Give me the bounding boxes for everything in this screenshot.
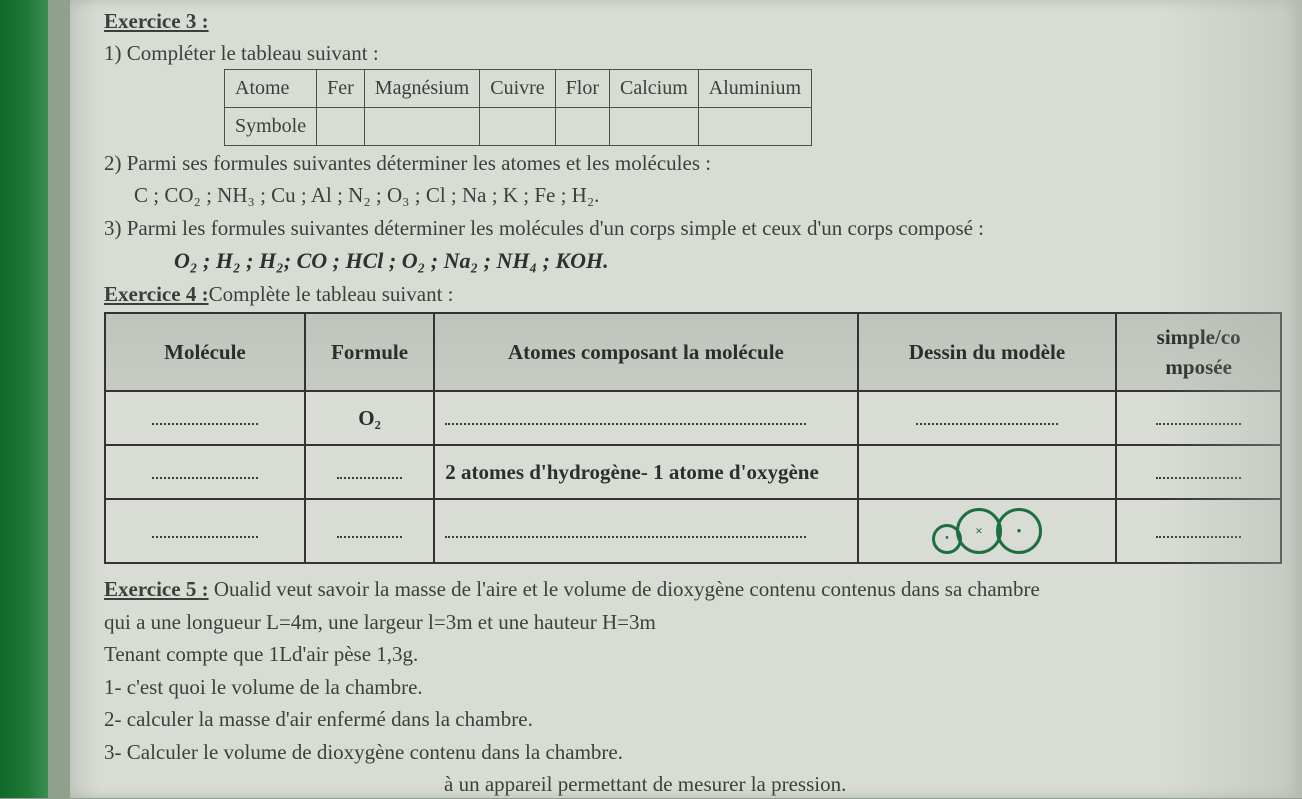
- ex3-q3-text: 3) Parmi les formules suivantes détermin…: [104, 213, 1282, 243]
- table-row: • × •: [105, 499, 1281, 563]
- cell-drawing: [858, 445, 1117, 499]
- ex3-q2-text: 2) Parmi ses formules suivantes détermin…: [104, 148, 1282, 178]
- cell-drawing: [858, 391, 1117, 445]
- cell-atoms: [434, 391, 857, 445]
- cell-formula: [305, 445, 434, 499]
- cell-type: [1116, 499, 1281, 563]
- th-fer: Fer: [317, 69, 365, 107]
- table-row: Atome Fer Magnésium Cuivre Flor Calcium …: [225, 69, 812, 107]
- cell-molecule: [105, 499, 305, 563]
- th-cuivre: Cuivre: [480, 69, 555, 107]
- ex3-title: Exercice 3 :: [104, 9, 209, 33]
- table-row: 2 atomes d'hydrogène- 1 atome d'oxygène: [105, 445, 1281, 499]
- molecule-icon: • × •: [869, 508, 1106, 554]
- th-flor: Flor: [555, 69, 609, 107]
- row-label-atome: Atome: [225, 69, 317, 107]
- atom-large-icon: •: [996, 508, 1042, 554]
- cell-atoms-h2o: 2 atomes d'hydrogène- 1 atome d'oxygène: [434, 445, 857, 499]
- cell-drawing-co2: • × •: [858, 499, 1117, 563]
- cell-blank: [610, 107, 699, 145]
- cell-type: [1116, 391, 1281, 445]
- col-molecule: Molécule: [105, 313, 305, 392]
- ex5-line1-rest: Oualid veut savoir la masse de l'aire et…: [209, 577, 1040, 601]
- cell-formula: [305, 499, 434, 563]
- th-aluminium: Aluminium: [698, 69, 811, 107]
- ex5-line1: Exercice 5 : Oualid veut savoir la masse…: [104, 574, 1282, 604]
- table-row: Symbole: [225, 107, 812, 145]
- ex5-line3: Tenant compte que 1Ld'air pèse 1,3g.: [104, 639, 1282, 669]
- ex4-table: Molécule Formule Atomes composant la mol…: [104, 312, 1282, 565]
- ex5-q2: 2- calculer la masse d'air enfermé dans …: [104, 704, 1282, 734]
- worksheet-page: Exercice 3 : 1) Compléter le tableau sui…: [70, 0, 1302, 798]
- ex5-tail: à un appareil permettant de mesurer la p…: [104, 769, 1282, 799]
- ex5-title: Exercice 5 :: [104, 577, 209, 601]
- ex3-q2-formulas: C ; CO₂ ; NH₃ ; Cu ; Al ; N₂ ; O₃ ; Cl ;…: [104, 180, 1282, 210]
- ex5-q3: 3- Calculer le volume de dioxygène conte…: [104, 737, 1282, 767]
- cell-formula-o2: O₂: [305, 391, 434, 445]
- row-label-symbole: Symbole: [225, 107, 317, 145]
- table-row: O₂: [105, 391, 1281, 445]
- cell-blank: [480, 107, 555, 145]
- cell-type: [1116, 445, 1281, 499]
- ex4-title-rest: Complète le tableau suivant :: [209, 282, 454, 306]
- ex3-q3-formulas: O₂ ; H₂ ; H₂; CO ; HCl ; O₂ ; Na₂ ; NH₄ …: [104, 245, 1282, 277]
- cell-molecule: [105, 391, 305, 445]
- cell-blank: [317, 107, 365, 145]
- binder-margin: [0, 0, 48, 798]
- col-atomes: Atomes composant la molécule: [434, 313, 857, 392]
- ex4-heading: Exercice 4 :Complète le tableau suivant …: [104, 279, 1282, 309]
- col-dessin: Dessin du modèle: [858, 313, 1117, 392]
- ex3-table: Atome Fer Magnésium Cuivre Flor Calcium …: [224, 69, 812, 146]
- ex4-title: Exercice 4 :: [104, 282, 209, 306]
- ex3-q1: 1) Compléter le tableau suivant :: [104, 38, 1282, 68]
- ex5-line2: qui a une longueur L=4m, une largeur l=3…: [104, 607, 1282, 637]
- cell-blank: [364, 107, 479, 145]
- table-header-row: Molécule Formule Atomes composant la mol…: [105, 313, 1281, 392]
- th-magnesium: Magnésium: [364, 69, 479, 107]
- cell-atoms: [434, 499, 857, 563]
- th-calcium: Calcium: [610, 69, 699, 107]
- ex5-q1: 1- c'est quoi le volume de la chambre.: [104, 672, 1282, 702]
- cell-blank: [555, 107, 609, 145]
- col-formule: Formule: [305, 313, 434, 392]
- col-simple: simple/co mposée: [1116, 313, 1281, 392]
- cell-blank: [698, 107, 811, 145]
- cell-molecule: [105, 445, 305, 499]
